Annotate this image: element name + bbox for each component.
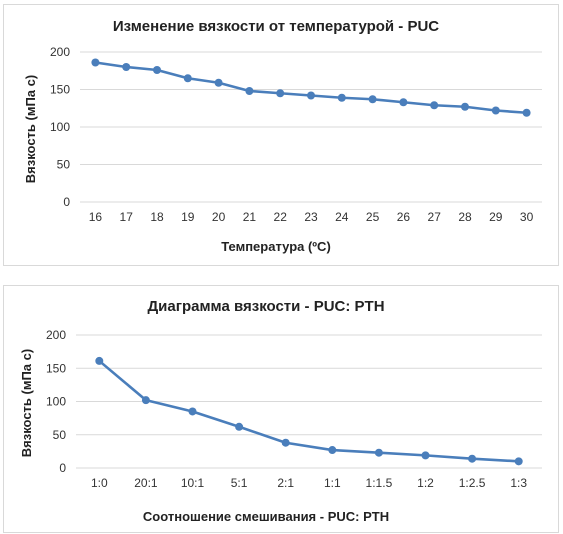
data-point bbox=[421, 451, 430, 460]
x-tick-label: 20:1 bbox=[134, 476, 158, 490]
series-layer bbox=[91, 58, 531, 117]
x-tick-label: 20 bbox=[212, 210, 226, 224]
data-point bbox=[153, 66, 161, 74]
x-tick-label: 1:1.5 bbox=[366, 476, 393, 490]
y-axis-label: Вязкость (мПа с) bbox=[19, 349, 34, 457]
series-line bbox=[98, 359, 519, 463]
y-tick-label: 50 bbox=[57, 158, 71, 172]
x-tick-label: 1:0 bbox=[91, 476, 108, 490]
y-tick-label: 150 bbox=[46, 361, 66, 375]
data-point bbox=[235, 422, 244, 431]
x-tick-label: 25 bbox=[366, 210, 380, 224]
data-point bbox=[95, 356, 104, 365]
y-tick-label: 0 bbox=[63, 195, 70, 209]
x-tick-label: 29 bbox=[489, 210, 503, 224]
x-tick-label: 21 bbox=[243, 210, 257, 224]
chart-title: Изменение вязкости от температурой - PUC bbox=[113, 18, 439, 35]
x-tick-layer: 1:0 20:1 10:1 5:1 2:1 1:1 1:1.5 1:2 1:2.5 1:3 bbox=[91, 476, 527, 490]
y-tick-layer: 0 50 100 150 200 bbox=[46, 328, 66, 475]
x-tick-label: 1:1 bbox=[324, 476, 341, 490]
x-tick-layer: 16 17 18 19 20 21 22 23 24 25 26 27 28 29 30 bbox=[89, 210, 534, 224]
viscosity-mixing-chart: Диаграмма вязкости - PUC: PTH Соотношени… bbox=[19, 298, 542, 524]
x-tick-label: 22 bbox=[274, 210, 288, 224]
data-point bbox=[522, 108, 531, 117]
x-tick-label: 5:1 bbox=[231, 476, 248, 490]
data-point bbox=[188, 407, 197, 416]
x-tick-label: 1:3 bbox=[510, 476, 527, 490]
x-tick-label: 23 bbox=[304, 210, 318, 224]
data-point bbox=[514, 457, 523, 466]
x-tick-label: 2:1 bbox=[277, 476, 294, 490]
data-point bbox=[141, 396, 150, 405]
x-tick-label: 19 bbox=[181, 210, 195, 224]
x-tick-label: 30 bbox=[520, 210, 534, 224]
data-point bbox=[281, 438, 290, 447]
data-point bbox=[276, 89, 285, 98]
data-point bbox=[399, 98, 408, 107]
data-point bbox=[307, 91, 315, 100]
data-point bbox=[337, 93, 346, 102]
data-point bbox=[430, 101, 439, 110]
x-tick-label: 26 bbox=[397, 210, 411, 224]
x-tick-label: 1:2 bbox=[417, 476, 434, 490]
data-point bbox=[214, 78, 223, 87]
chart-panel-temperature: Изменение вязкости от температурой - PUC… bbox=[3, 4, 559, 266]
data-point bbox=[491, 106, 500, 115]
x-tick-label: 1:2.5 bbox=[459, 476, 486, 490]
x-tick-label: 28 bbox=[458, 210, 472, 224]
y-tick-label: 100 bbox=[50, 120, 70, 134]
data-point bbox=[468, 454, 477, 463]
x-tick-label: 10:1 bbox=[181, 476, 205, 490]
y-tick-label: 100 bbox=[46, 395, 66, 409]
x-tick-label: 18 bbox=[150, 210, 164, 224]
data-point bbox=[374, 448, 383, 457]
x-tick-label: 17 bbox=[120, 210, 134, 224]
series-layer bbox=[95, 356, 523, 466]
chart-panel-mixing: Диаграмма вязкости - PUC: PTH Соотношени… bbox=[3, 285, 559, 533]
data-point bbox=[328, 446, 337, 455]
x-tick-label: 16 bbox=[89, 210, 103, 224]
data-point bbox=[122, 63, 131, 71]
y-tick-layer: 0 50 100 150 200 bbox=[50, 45, 70, 209]
x-axis-label: Соотношение смешивания - PUC: PTH bbox=[143, 509, 389, 524]
chart-title: Диаграмма вязкости - PUC: PTH bbox=[147, 298, 384, 315]
data-point bbox=[183, 74, 192, 83]
y-tick-label: 200 bbox=[50, 45, 70, 59]
viscosity-temperature-chart: Изменение вязкости от температурой - PUC… bbox=[23, 18, 542, 254]
y-axis-label: Вязкость (мПа с) bbox=[23, 75, 38, 183]
x-tick-label: 24 bbox=[335, 210, 349, 224]
data-point bbox=[368, 95, 377, 104]
y-tick-label: 150 bbox=[50, 83, 70, 97]
data-point bbox=[91, 58, 100, 67]
grid-layer bbox=[80, 51, 542, 203]
x-axis-label: Температура (ºC) bbox=[221, 239, 331, 254]
data-point bbox=[461, 102, 469, 111]
grid-layer bbox=[76, 334, 542, 469]
y-tick-label: 50 bbox=[53, 428, 67, 442]
x-tick-label: 27 bbox=[428, 210, 442, 224]
y-tick-label: 0 bbox=[59, 461, 66, 475]
y-tick-label: 200 bbox=[46, 328, 66, 342]
data-point bbox=[245, 87, 254, 95]
